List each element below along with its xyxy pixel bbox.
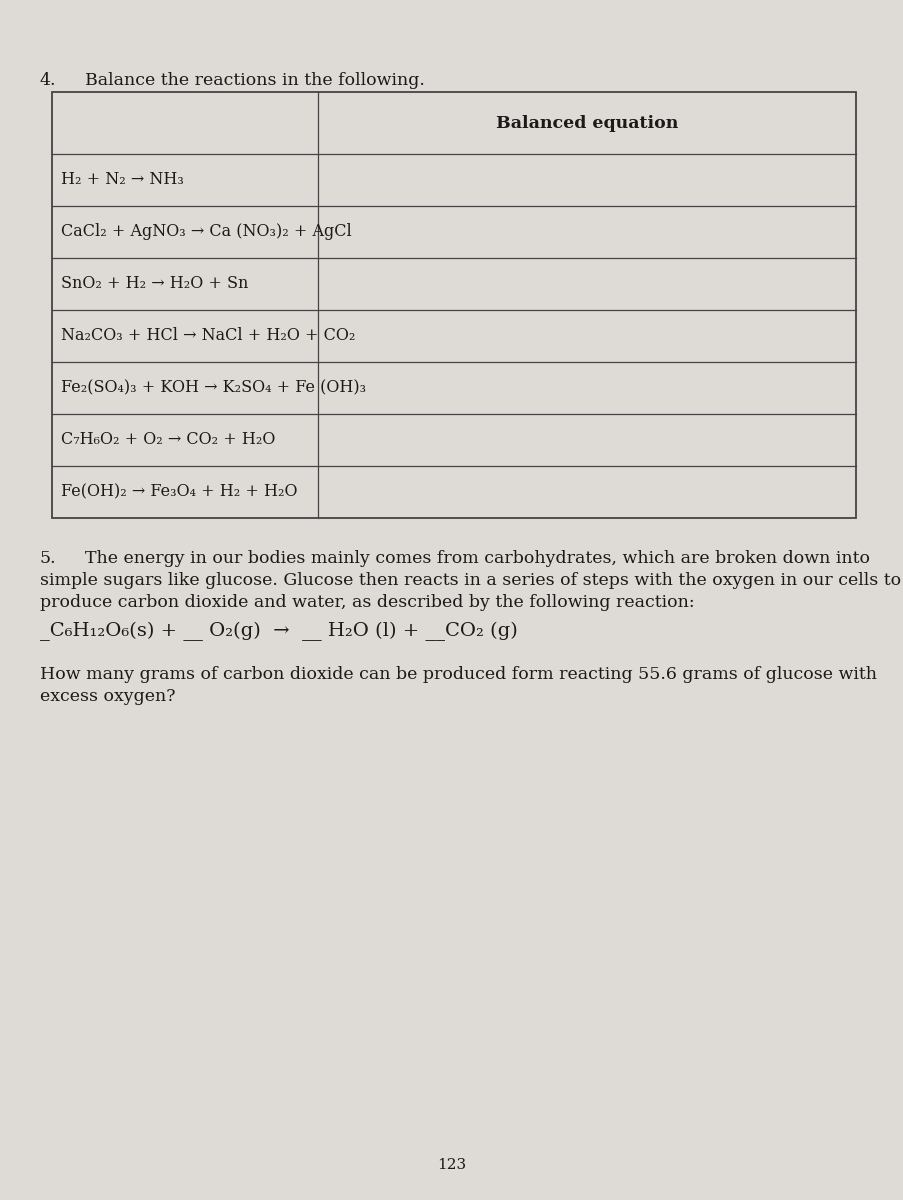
Text: Balance the reactions in the following.: Balance the reactions in the following. — [85, 72, 424, 89]
Bar — [60, 0, 843, 1200]
Bar — [90, 0, 813, 1200]
Text: How many grams of carbon dioxide can be produced form reacting 55.6 grams of glu: How many grams of carbon dioxide can be … — [40, 666, 876, 683]
Bar — [75, 0, 828, 1200]
Bar — [255, 0, 648, 1200]
Text: produce carbon dioxide and water, as described by the following reaction:: produce carbon dioxide and water, as des… — [40, 594, 694, 611]
Text: 123: 123 — [437, 1158, 466, 1172]
Bar — [209, 0, 694, 1200]
Text: The energy in our bodies mainly comes from carbohydrates, which are broken down : The energy in our bodies mainly comes fr… — [85, 550, 869, 566]
Text: CaCl₂ + AgNO₃ → Ca (NO₃)₂ + AgCl: CaCl₂ + AgNO₃ → Ca (NO₃)₂ + AgCl — [61, 223, 351, 240]
Bar — [165, 0, 738, 1200]
Text: simple sugars like glucose. Glucose then reacts in a series of steps with the ox: simple sugars like glucose. Glucose then… — [40, 572, 900, 589]
Bar — [52, 92, 855, 518]
Text: SnO₂ + H₂ → H₂O + Sn: SnO₂ + H₂ → H₂O + Sn — [61, 276, 248, 293]
Text: Fe(OH)₂ → Fe₃O₄ + H₂ + H₂O: Fe(OH)₂ → Fe₃O₄ + H₂ + H₂O — [61, 484, 297, 500]
Text: H₂ + N₂ → NH₃: H₂ + N₂ → NH₃ — [61, 172, 183, 188]
Text: 5.: 5. — [40, 550, 57, 566]
Bar — [225, 0, 678, 1200]
Bar — [150, 0, 753, 1200]
Text: Balanced equation: Balanced equation — [495, 114, 677, 132]
Text: _C₆H₁₂O₆(s) + __ O₂(g)  →  __ H₂O (l) + __CO₂ (g): _C₆H₁₂O₆(s) + __ O₂(g) → __ H₂O (l) + __… — [40, 622, 517, 641]
Bar — [270, 0, 633, 1200]
Bar — [180, 0, 723, 1200]
Bar — [195, 0, 708, 1200]
Bar — [135, 0, 768, 1200]
Text: Fe₂(SO₄)₃ + KOH → K₂SO₄ + Fe (OH)₃: Fe₂(SO₄)₃ + KOH → K₂SO₄ + Fe (OH)₃ — [61, 379, 366, 396]
Text: Na₂CO₃ + HCl → NaCl + H₂O + CO₂: Na₂CO₃ + HCl → NaCl + H₂O + CO₂ — [61, 328, 355, 344]
Bar — [105, 0, 798, 1200]
Bar — [284, 0, 619, 1200]
Text: 4.: 4. — [40, 72, 56, 89]
Bar — [120, 0, 783, 1200]
Text: excess oxygen?: excess oxygen? — [40, 688, 175, 704]
Bar — [239, 0, 664, 1200]
Text: C₇H₆O₂ + O₂ → CO₂ + H₂O: C₇H₆O₂ + O₂ → CO₂ + H₂O — [61, 432, 275, 449]
